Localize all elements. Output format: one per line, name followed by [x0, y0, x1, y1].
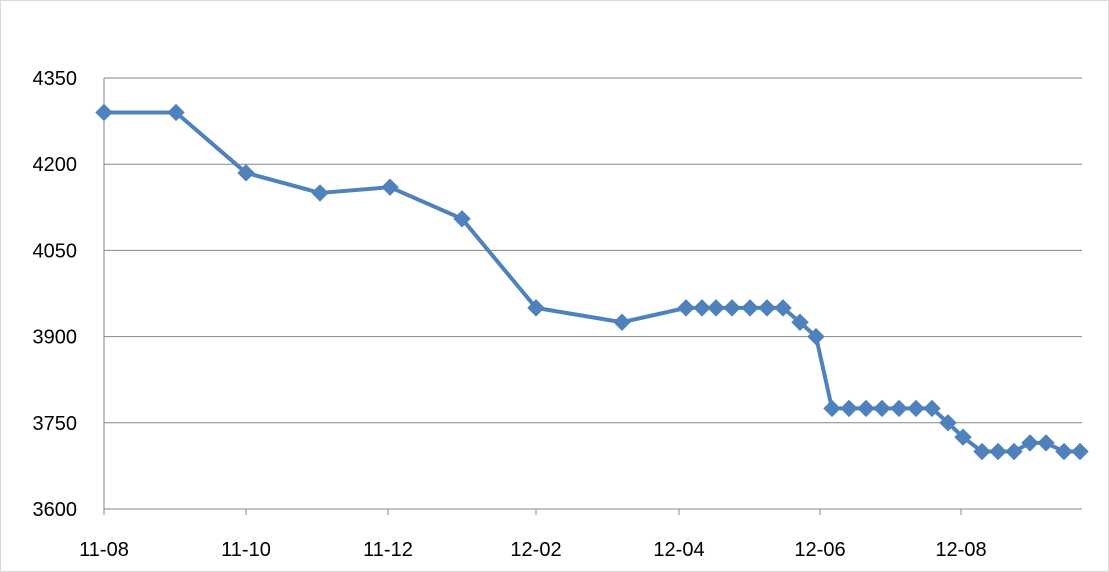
- data-point-marker: [1037, 434, 1055, 452]
- y-tick-label: 3600: [33, 499, 78, 521]
- data-point-marker: [873, 399, 891, 418]
- series-line: [104, 110, 1080, 454]
- data-point-marker: [1071, 442, 1089, 461]
- data-point-marker: [167, 103, 185, 122]
- data-point-marker: [890, 399, 908, 418]
- y-tick-label: 4050: [33, 240, 78, 262]
- data-point-marker: [758, 299, 776, 317]
- data-point-marker: [613, 313, 631, 331]
- y-tick-label: 3750: [33, 413, 78, 435]
- x-tick-label: 11-12: [363, 539, 413, 561]
- data-point-marker: [237, 164, 255, 182]
- y-axis-tick-labels: 4350 4200 4050 3900 3750 3600: [33, 68, 78, 521]
- data-point-marker: [1021, 434, 1039, 452]
- data-point-marker: [973, 442, 991, 461]
- data-point-marker: [774, 299, 792, 317]
- data-point-marker: [857, 399, 875, 418]
- data-point-marker: [693, 299, 711, 317]
- data-point-marker: [907, 399, 925, 418]
- x-tick-label: 12-06: [794, 539, 845, 561]
- data-point-marker: [311, 184, 329, 202]
- data-point-marker: [840, 399, 858, 418]
- x-tick-label: 12-08: [935, 539, 986, 561]
- data-point-marker: [989, 442, 1007, 461]
- data-point-marker: [381, 178, 399, 196]
- series-line-path: [104, 110, 1080, 454]
- y-tick-label: 3900: [33, 327, 78, 349]
- data-point-marker: [923, 399, 941, 418]
- data-point-marker: [791, 313, 809, 331]
- data-point-marker: [1005, 442, 1023, 461]
- y-tick-label: 4200: [33, 154, 78, 176]
- data-point-marker: [527, 299, 545, 317]
- data-point-marker: [723, 299, 741, 317]
- data-point-marker: [823, 399, 841, 418]
- grid-lines: [104, 77, 1082, 424]
- data-point-marker: [741, 299, 759, 317]
- axes: [103, 78, 1082, 515]
- x-tick-label: 11-08: [79, 539, 129, 561]
- data-point-marker: [807, 327, 825, 346]
- x-tick-label: 11-10: [221, 539, 271, 561]
- data-point-marker: [707, 299, 725, 317]
- data-point-marker: [453, 210, 471, 228]
- data-point-marker: [95, 103, 113, 122]
- x-axis-tick-labels: 11-08 11-10 11-12 12-02 12-04 12-06 12-08: [79, 539, 986, 561]
- x-tick-label: 12-02: [510, 539, 561, 561]
- data-point-marker: [939, 414, 957, 432]
- x-tick-label: 12-04: [653, 539, 704, 561]
- series-markers: [95, 103, 1089, 461]
- data-point-marker: [1055, 442, 1073, 461]
- y-tick-label: 4350: [33, 68, 78, 90]
- data-point-marker: [677, 299, 695, 317]
- data-point-marker: [954, 428, 972, 446]
